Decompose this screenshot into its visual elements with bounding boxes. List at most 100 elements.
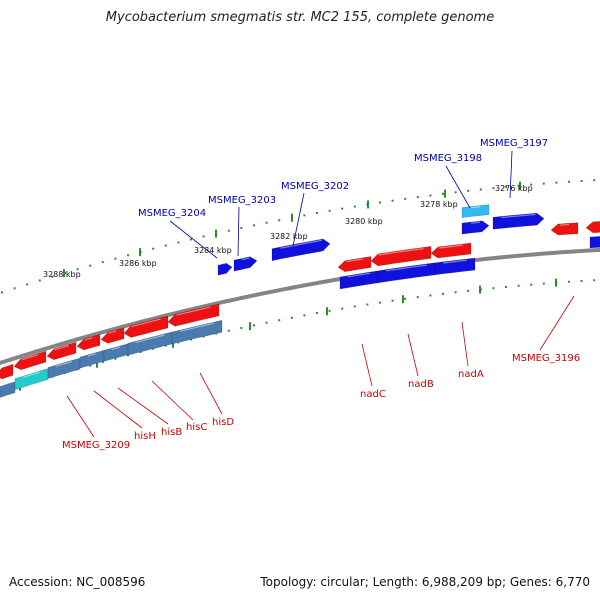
gene-steel-2 [47,357,81,379]
gene-nadb-shine [386,264,427,272]
label-hisd: hisD [212,417,234,428]
lower-ruler-dot [240,327,243,330]
gene-red-upper-5 [585,221,600,234]
lower-ruler-dot [152,347,155,350]
lower-ruler-dot [542,282,545,285]
callout-msmeg-3204 [169,220,218,259]
lower-ruler-dot [366,303,369,306]
gene-steel-2-shine [55,361,73,367]
upper-ruler-dot [429,194,432,197]
callout-hisb [117,387,169,425]
lower-ruler-dot [265,321,268,324]
upper-ruler-dot [353,205,356,208]
upper-ruler-dot [416,196,419,199]
gene-red-upper-4-shine [559,223,570,226]
scale-label-3280: 3280 kbp [345,217,383,226]
callout-msmeg-3209 [66,395,95,438]
backbone-layer [0,247,600,366]
scale-label-3288: 3288 kbp [43,270,81,279]
upper-ruler-dot [51,275,54,278]
upper-ruler-dot [202,235,205,238]
upper-ruler-dot [26,283,29,286]
upper-ruler-dot [76,268,79,271]
lower-ruler-dot [278,319,281,322]
label-msmeg-3204: MSMEG_3204 [138,208,206,219]
label-nadb: nadB [408,379,434,390]
gene-msmeg-3203 [233,256,258,272]
upper-ruler-dot [341,207,344,210]
lower-ruler-dot [328,309,331,312]
callout-msmeg-3197 [509,150,513,199]
lower-ruler-dot [341,307,344,310]
upper-ruler-dot [555,181,558,184]
callout-msmeg-3203 [237,206,240,257]
lower-ruler-dot [379,301,381,304]
callout-nadb [407,333,419,377]
upper-ruler-dot [114,257,117,260]
upper-ruler-dot [479,188,482,191]
lower-ruler-dot [114,357,117,360]
gene-msmeg-3197-shine [501,213,536,219]
lower-ruler-dot [227,329,230,332]
label-msmeg-3202: MSMEG_3202 [281,181,349,192]
gene-red-left-3 [46,341,77,361]
callout-msmeg-3202 [292,192,305,247]
forward-strand-genes [217,204,600,276]
gene-steel-6 [171,319,223,345]
upper-ruler-dot [530,183,533,186]
scale-label-3286: 3286 kbp [119,259,157,268]
genome-stats-text: Topology: circular; Length: 6,988,209 bp… [260,575,590,589]
scale-label-3276: 3276 kbp [495,184,533,193]
lower-ruler-dot [89,364,92,367]
label-msmeg-3203: MSMEG_3203 [208,195,276,206]
upper-ruler-dot [303,214,306,217]
label-hisb: hisB [161,427,182,438]
label-msmeg-3198: MSMEG_3198 [414,153,482,164]
lower-ruler-dot [517,284,520,287]
gene-steel-1 [0,381,16,398]
gene-red-left-5-shine [108,330,117,334]
upper-ruler-dot [391,199,394,202]
reverse-strand-genes [0,257,476,398]
gene-msmeg-3202-shine [280,239,322,249]
upper-ruler-dot [240,227,243,230]
gene-red-upper-1-shine [346,258,363,263]
lower-ruler-dot [467,289,470,292]
upper-ruler-dot [328,209,331,212]
upper-ruler-dot [580,179,583,182]
upper-ruler-dot [127,254,129,257]
gene-red-left-4-shine [84,337,93,341]
upper-ruler-dot [593,179,596,182]
upper-ruler-dot [227,229,230,232]
callout-hisd [199,372,223,415]
lower-ruler-dot [253,324,255,327]
lower-ruler-dot [442,292,444,295]
gene-red-upper-4 [550,222,579,236]
lower-ruler-dot [101,361,104,364]
lower-ruler-dot [303,314,306,317]
lower-ruler-dot [290,316,293,319]
upper-ruler-dot [568,180,570,183]
callout-nada [461,321,469,367]
gene-red-left-2 [13,350,47,371]
upper-ruler-dot [404,197,407,200]
lower-ruler-dot [530,283,533,286]
gene-blue-edge [589,236,600,249]
label-nadc: nadC [360,389,386,400]
gene-red-left-6-shine [131,318,161,328]
callout-hish [93,390,143,429]
upper-ruler-dot [316,212,318,215]
gene-red-upper-1 [337,256,372,273]
gene-nada-shine [442,259,468,264]
lower-ruler-dot [353,305,356,308]
gene-red-left-3-shine [54,344,69,351]
gene-msmeg-3203-shine [241,257,250,261]
label-msmeg-3209: MSMEG_3209 [62,440,130,451]
lower-ruler-dot [139,350,142,353]
gene-red-left-1 [0,363,14,380]
upper-scale-ruler [1,179,596,294]
callout-hisc [151,380,194,421]
label-hish: hisH [134,431,156,442]
